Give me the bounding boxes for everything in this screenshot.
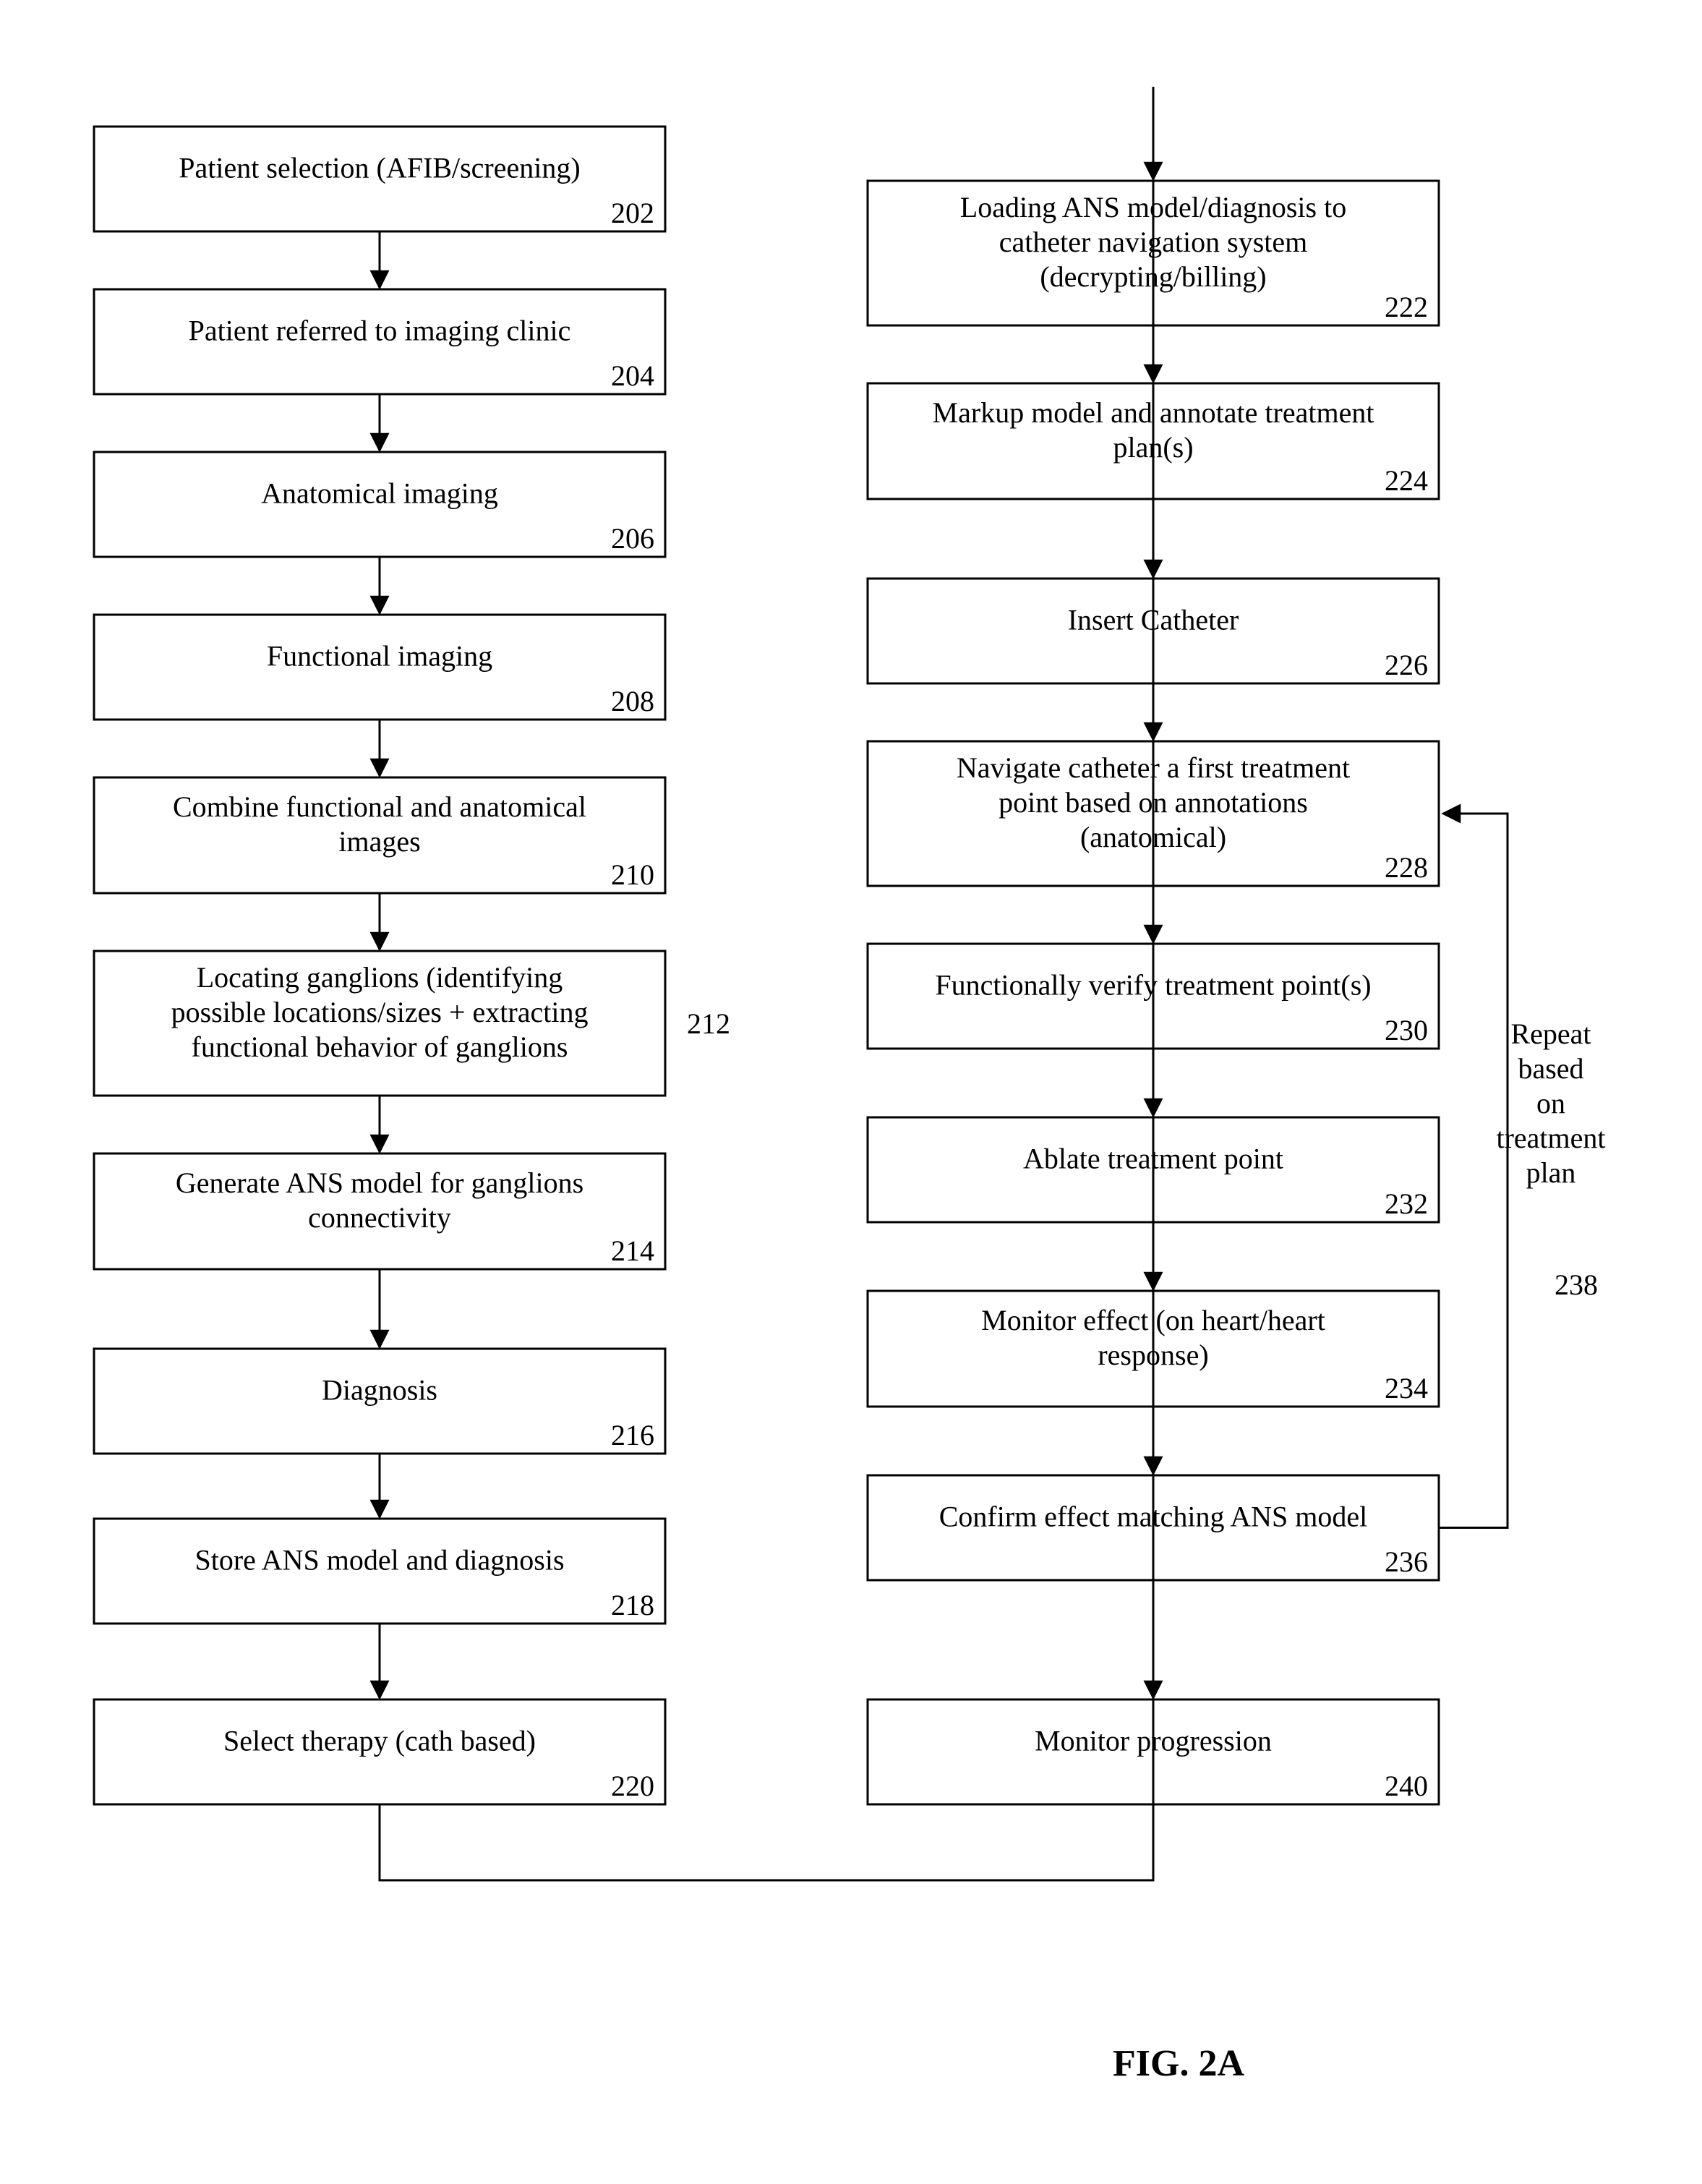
flow-node-label: Store ANS model and diagnosis	[194, 1544, 564, 1577]
flow-node-number: 222	[1385, 291, 1428, 323]
loop-label: based	[1518, 1052, 1583, 1085]
flow-node-number: 230	[1385, 1014, 1428, 1046]
flow-node-218: Store ANS model and diagnosis 218	[94, 1519, 665, 1624]
flow-node-number: 218	[611, 1589, 654, 1621]
flow-node-label: Functional imaging	[267, 640, 492, 673]
flow-node-number: 232	[1385, 1187, 1428, 1220]
flow-node-number: 236	[1385, 1545, 1428, 1578]
loop-edge-236-228	[1439, 814, 1508, 1528]
flow-node-202: Patient selection (AFIB/screening) 202	[94, 127, 665, 231]
flow-node-label: Diagnosis	[322, 1374, 437, 1407]
flow-node-number: 210	[611, 858, 654, 891]
loop-label: Repeat	[1510, 1018, 1591, 1050]
flow-node-210: Combine functional and anatomicalimages 2…	[94, 777, 665, 893]
flow-node-number: 234	[1385, 1372, 1428, 1404]
flow-node-label: Locating ganglions (identifying	[197, 961, 563, 994]
flow-node-label: Generate ANS model for ganglions	[176, 1166, 583, 1199]
loop-label: plan	[1526, 1156, 1576, 1189]
flow-node-label: connectivity	[308, 1201, 451, 1234]
flow-node-212: Locating ganglions (identifyingpossible …	[94, 951, 730, 1096]
flow-node-number: 226	[1385, 649, 1428, 681]
loop-number: 238	[1555, 1268, 1598, 1301]
flow-node-number: 216	[611, 1419, 654, 1451]
loop-label: on	[1536, 1087, 1565, 1119]
flow-node-number: 208	[611, 685, 654, 717]
flow-node-216: Diagnosis 216	[94, 1349, 665, 1454]
flow-node-label: images	[338, 825, 420, 858]
flow-node-206: Anatomical imaging 206	[94, 452, 665, 557]
figure-label: FIG. 2A	[1113, 2043, 1244, 2084]
flow-node-number: 212	[687, 1007, 730, 1040]
flow-node-number: 202	[611, 197, 654, 229]
flow-node-label: functional behavior of ganglions	[192, 1031, 568, 1063]
flow-node-208: Functional imaging 208	[94, 615, 665, 720]
loop-label: treatment	[1496, 1122, 1605, 1154]
flow-node-label: Combine functional and anatomical	[173, 790, 586, 823]
flow-node-label: Patient selection (AFIB/screening)	[179, 152, 580, 184]
flow-node-label: Select therapy (cath based)	[223, 1725, 536, 1757]
flow-node-number: 228	[1385, 851, 1428, 884]
flow-node-number: 214	[611, 1234, 654, 1267]
flow-node-number: 224	[1385, 464, 1428, 497]
flow-node-204: Patient referred to imaging clinic 204	[94, 289, 665, 394]
flow-node-number: 204	[611, 359, 654, 392]
flow-node-label: possible locations/sizes + extracting	[171, 996, 589, 1028]
flowchart-canvas: Patient selection (AFIB/screening)202Pat…	[0, 0, 1702, 2184]
flow-node-number: 240	[1385, 1770, 1428, 1802]
flow-node-label: Patient referred to imaging clinic	[189, 315, 571, 347]
flow-node-number: 220	[611, 1770, 654, 1802]
flow-node-220: Select therapy (cath based) 220	[94, 1699, 665, 1804]
flow-node-label: Anatomical imaging	[261, 477, 498, 510]
flow-node-214: Generate ANS model for ganglionsconnecti…	[94, 1153, 665, 1269]
flow-node-number: 206	[611, 522, 654, 555]
